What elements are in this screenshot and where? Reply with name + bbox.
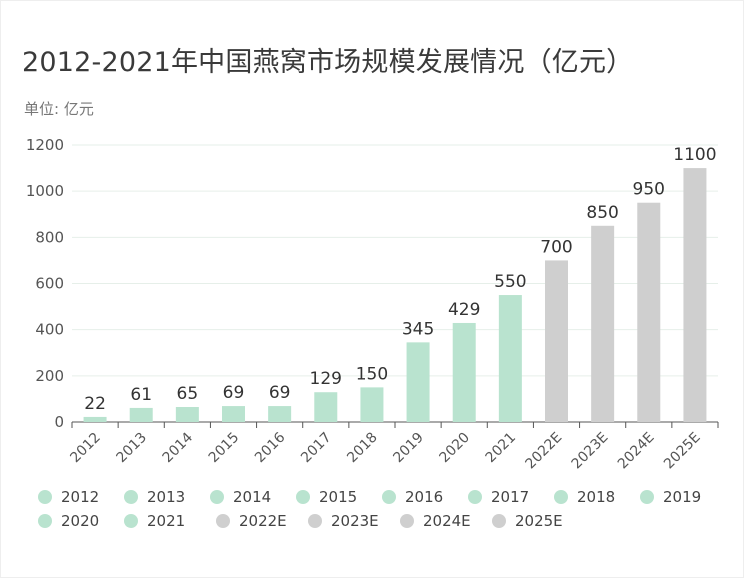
legend-swatch [492,514,506,528]
y-tick-label: 400 [35,321,64,339]
legend-label: 2025E [515,512,563,530]
legend-item: 2018 [554,488,615,506]
legend-item: 2014 [210,488,271,506]
legend-label: 2013 [147,488,186,506]
bar-2024E [637,202,661,422]
legend-swatch [38,490,52,504]
x-tick-label: 2012 [67,430,104,467]
x-tick-label: 2023E [569,430,612,473]
x-tick-label: 2014 [160,429,197,466]
legend-item: 2017 [468,488,529,506]
data-label: 22 [84,394,106,414]
bar-2014 [175,406,199,422]
unit-label: 单位: 亿元 [24,100,94,118]
legend-swatch [38,514,52,528]
y-tick-label: 1000 [26,182,64,200]
legend-item: 2021 [124,512,185,530]
legend-item: 2012 [38,488,99,506]
data-label: 700 [540,237,572,257]
legend-swatch [296,490,310,504]
legend-label: 2018 [577,488,616,506]
legend-swatch [124,490,138,504]
legend-label: 2015 [319,488,358,506]
y-tick-label: 0 [54,413,64,431]
data-label: 69 [223,383,245,403]
legend-item: 2019 [640,488,701,506]
legend-item: 2022E [216,512,287,530]
legend-label: 2014 [233,488,272,506]
legend-label: 2021 [147,512,186,530]
y-tick-label: 600 [35,275,64,293]
data-label: 550 [494,272,526,292]
legend-item: 2025E [492,512,563,530]
legend-item: 2023E [308,512,379,530]
data-label: 950 [633,180,665,200]
legend-swatch [640,490,654,504]
bar-2012 [83,416,107,422]
legend-swatch [382,490,396,504]
legend-item: 2020 [38,512,99,530]
data-label: 1100 [673,145,716,165]
y-tick-label: 1200 [26,136,64,154]
data-label: 429 [448,300,480,320]
legend-swatch [210,490,224,504]
legend-swatch [554,490,568,504]
bar-2019 [406,342,430,422]
bar-2020 [452,322,476,422]
x-tick-label: 2019 [390,430,427,467]
data-label: 150 [356,364,388,384]
legend-swatch [216,514,230,528]
bar-2023E [591,225,615,422]
bar-2018 [360,387,384,422]
bar-2016 [268,406,292,422]
bar-2025E [683,168,707,422]
bar-2017 [314,392,338,422]
x-tick-label: 2013 [114,430,151,467]
bar-2015 [222,406,245,422]
bar-2021 [498,295,522,422]
data-label: 850 [586,203,618,223]
x-tick-label: 2020 [437,430,474,467]
x-tick-label: 2025E [661,430,704,473]
x-tick-label: 2017 [298,430,335,467]
legend-label: 2020 [61,512,100,530]
data-label: 65 [177,384,199,404]
legend-label: 2016 [405,488,444,506]
legend-label: 2017 [491,488,530,506]
x-tick-label: 2016 [252,429,289,466]
bar-2013 [129,407,153,422]
data-label: 69 [269,383,291,403]
chart-title: 2012-2021年中国燕窝市场规模发展情况（亿元） [22,47,634,78]
x-tick-label: 2015 [206,430,243,467]
legend-label: 2024E [423,512,471,530]
data-label: 345 [402,319,434,339]
legend-item: 2013 [124,488,185,506]
bar-2022E [545,260,568,422]
y-tick-label: 800 [35,228,64,246]
legend-item: 2016 [382,488,443,506]
legend-label: 2012 [61,488,100,506]
legend-label: 2022E [239,512,287,530]
legend-item: 2024E [400,512,471,530]
legend-swatch [308,514,322,528]
legend-swatch [124,514,138,528]
legend-swatch [468,490,482,504]
x-tick-label: 2024E [615,430,658,473]
legend-label: 2023E [331,512,379,530]
legend-item: 2015 [296,488,357,506]
legend-swatch [400,514,414,528]
x-tick-label: 2022E [523,430,566,473]
y-tick-label: 200 [35,367,64,385]
x-tick-label: 2018 [344,430,381,467]
data-label: 129 [310,369,342,389]
data-label: 61 [130,385,152,405]
x-tick-label: 2021 [483,430,520,467]
legend-label: 2019 [663,488,702,506]
